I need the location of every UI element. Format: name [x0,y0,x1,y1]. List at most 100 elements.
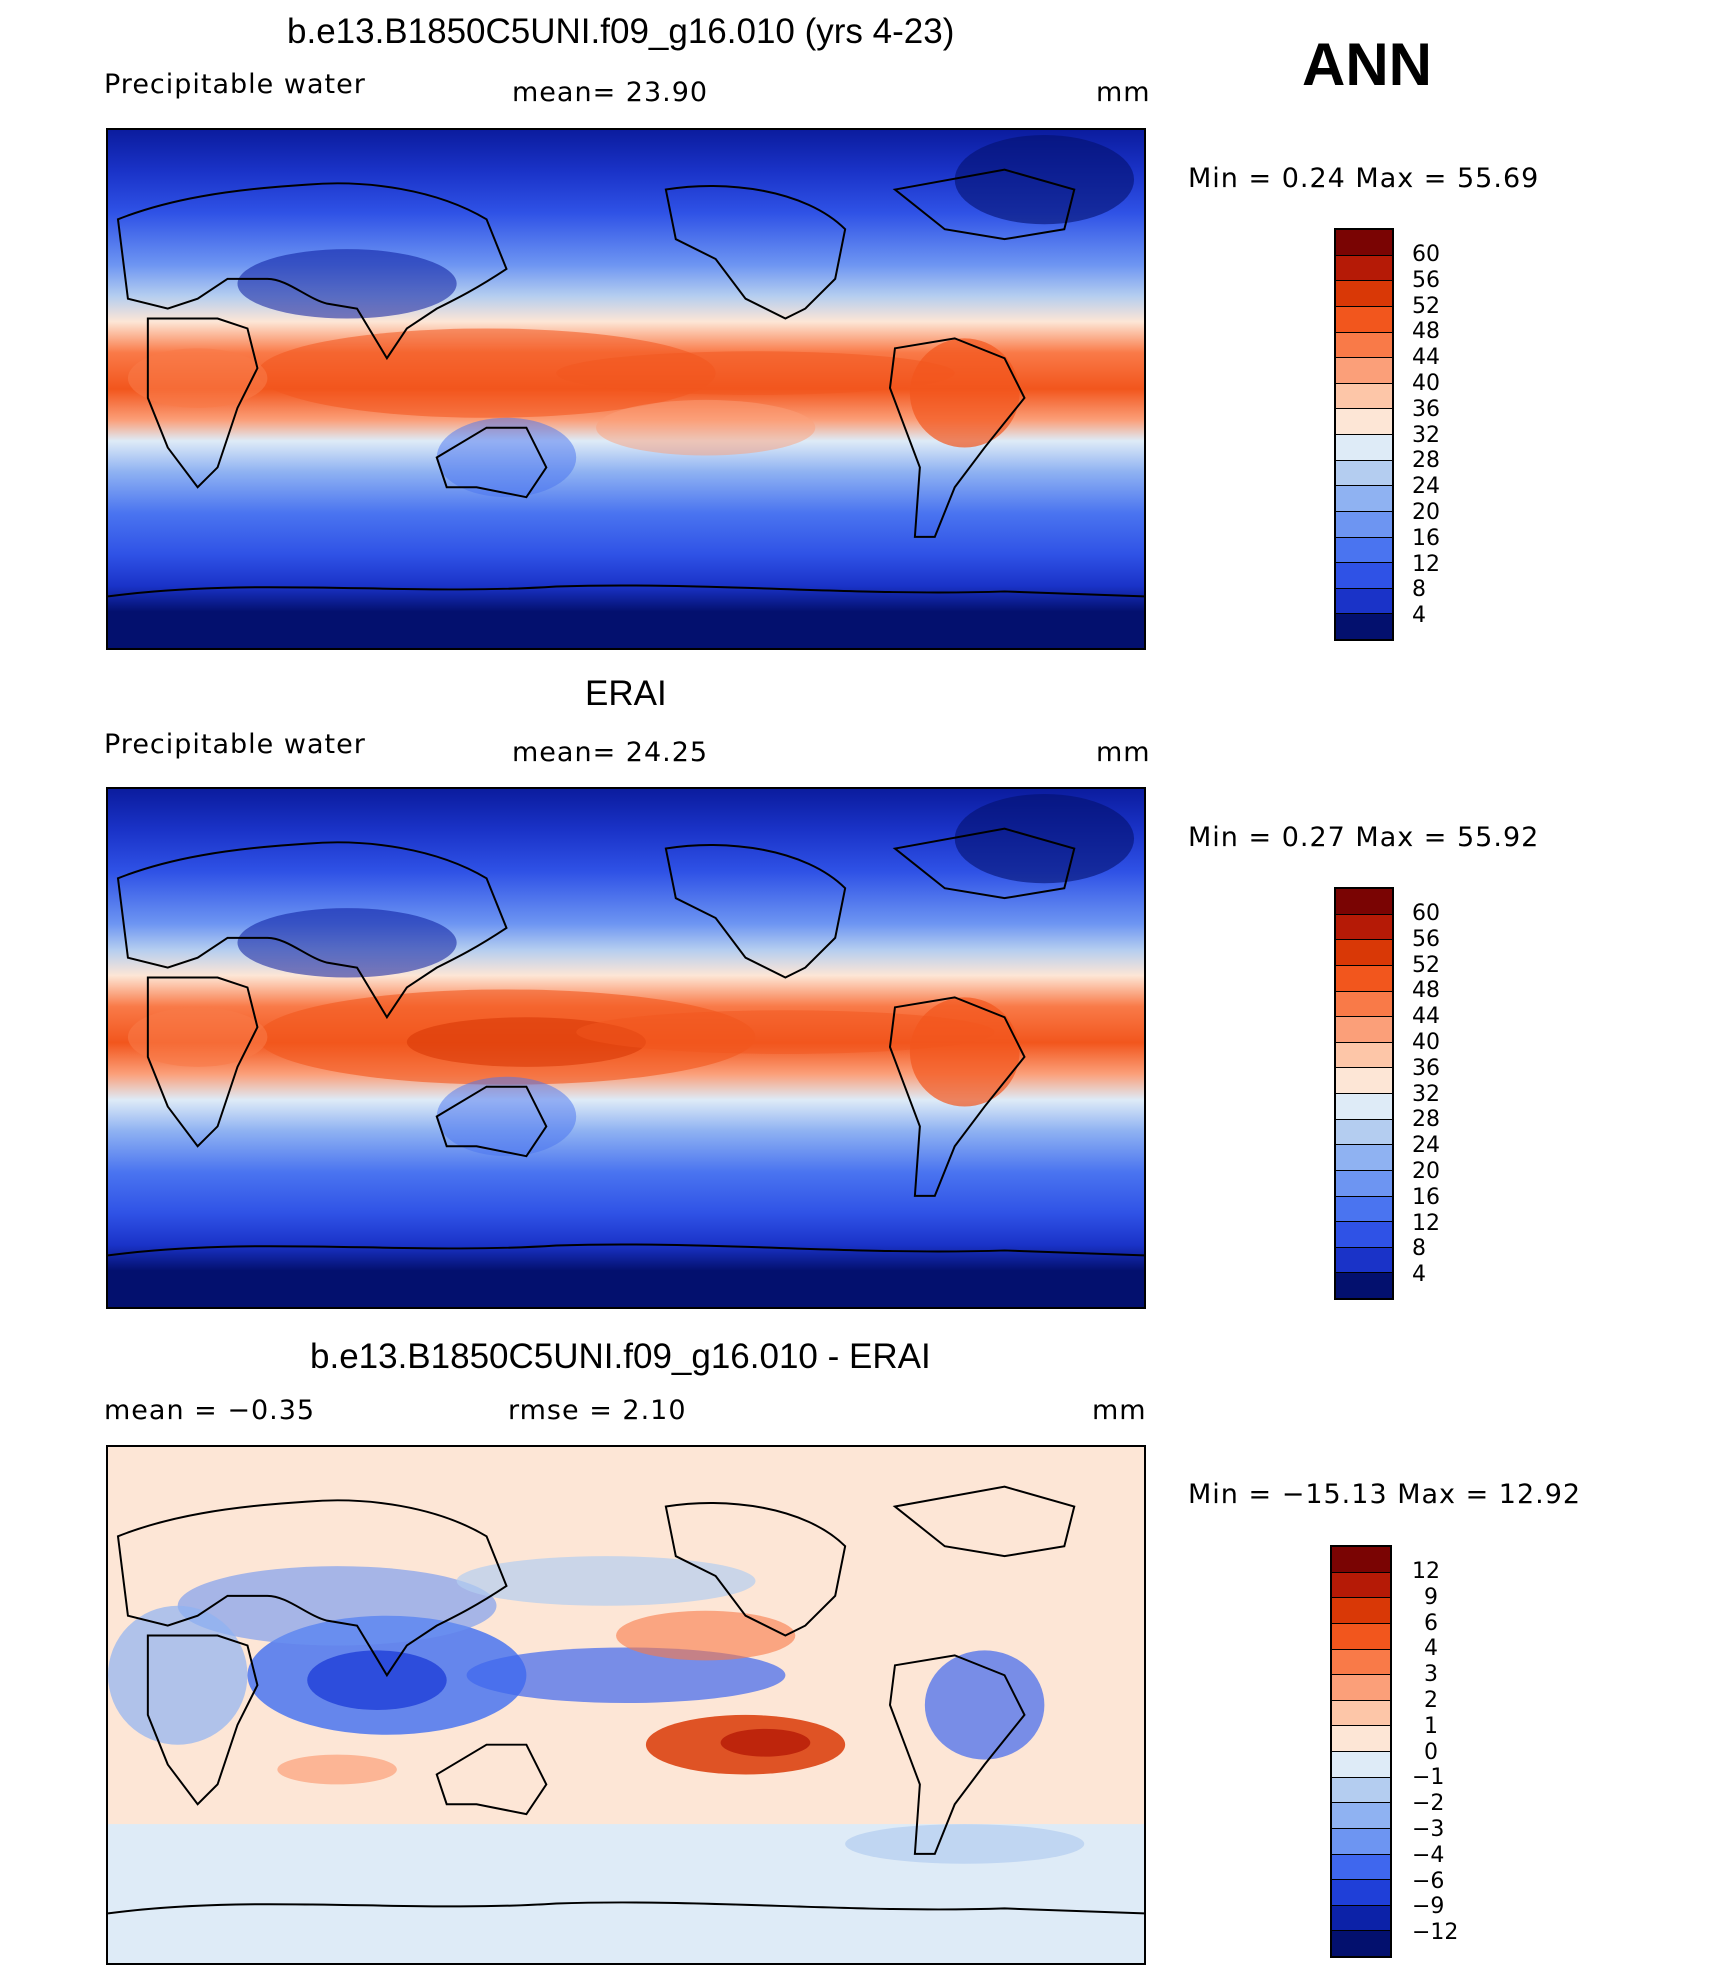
panel-1-cbar-label: 44 [1412,345,1440,371]
panel-2-cbar-seg [1336,1017,1392,1043]
panel-3-colorbar [1330,1545,1392,1958]
panel-3-units: mm [1092,1395,1147,1426]
panel-3-cbar-label: 4 [1424,1636,1438,1662]
panel-1-cbar-label: 12 [1412,551,1440,577]
panel-3-cbar-label: 9 [1424,1584,1438,1610]
panel-2-mean-label: mean= 24.25 [512,737,709,768]
panel-1-cbar-label: 60 [1412,242,1440,267]
panel-3-cbar-seg [1332,1572,1390,1599]
panel-2-cbar-label: 36 [1412,1055,1440,1081]
panel-3-cbar-label: 3 [1424,1662,1438,1688]
panel-1-cbar-seg [1336,281,1392,307]
panel-1-units: mm [1096,77,1151,108]
panel-2-cbar-label: 32 [1412,1081,1440,1107]
panel-1-cbar-label: 20 [1412,500,1440,525]
panel-3-cbar-seg [1332,1649,1390,1676]
panel-1-cbar-label: 48 [1412,319,1440,345]
panel-2-cbar-seg [1336,940,1392,966]
panel-2-cbar-seg [1336,1196,1392,1223]
panel-3-cbar-seg [1332,1700,1390,1727]
panel-1-variable-label: Precipitable water [104,69,366,100]
panel-3-cbar-seg [1332,1803,1390,1829]
panel-2-cbar-seg [1336,1222,1392,1248]
panel-3-cbar-label: −1 [1412,1765,1445,1791]
panel-3-cbar-label: 1 [1424,1713,1438,1739]
panel-1-cbar-label: 32 [1412,422,1440,448]
panel-2-cbar-label: 4 [1412,1262,1426,1288]
panel-2-cbar-seg [1336,889,1392,915]
panel-2-cbar-seg [1336,1273,1392,1298]
panel-2-cbar-label: 12 [1412,1210,1440,1236]
panel-3-cbar-label: 12 [1412,1559,1440,1584]
panel-3-cbar-seg [1332,1598,1390,1624]
panel-2-colorbar [1334,887,1394,1300]
panel-1-title: b.e13.B1850C5UNI.f09_g16.010 (yrs 4-23) [287,12,955,51]
panel-2-cbar-label: 16 [1412,1184,1440,1210]
panel-1-cbar-label: 40 [1412,371,1440,396]
panel-2-cbar-seg [1336,1170,1392,1197]
panel-3-title: b.e13.B1850C5UNI.f09_g16.010 - ERAI [310,1337,931,1376]
panel-2-cbar-label: 40 [1412,1030,1440,1055]
panel-2-variable-label: Precipitable water [104,729,366,760]
panel-1-cbar-seg [1336,332,1392,359]
panel-1-cbar-label: 4 [1412,603,1426,629]
panel-3-map [106,1445,1146,1965]
panel-2-cbar-seg [1336,1042,1392,1069]
panel-2-cbar-seg [1336,1068,1392,1094]
panel-3-minmax: Min = −15.13 Max = 12.92 [1188,1479,1582,1510]
panel-1-cbar-seg [1336,383,1392,410]
panel-3-cbar-label: −6 [1412,1868,1445,1894]
panel-2-units: mm [1096,737,1151,768]
panel-2-cbar-seg [1336,965,1392,992]
panel-1-cbar-seg [1336,563,1392,589]
panel-3-cbar-label: 6 [1424,1610,1438,1636]
panel-1-cbar-seg [1336,409,1392,435]
panel-1-cbar-label: 8 [1412,577,1426,603]
panel-2-cbar-label: 48 [1412,978,1440,1004]
panel-1-cbar-seg [1336,460,1392,487]
panel-3-cbar-seg [1332,1623,1390,1650]
panel-2-cbar-label: 20 [1412,1159,1440,1184]
panel-1-cbar-seg [1336,255,1392,282]
panel-1-cbar-seg [1336,537,1392,564]
panel-3-cbar-seg [1332,1726,1390,1752]
panel-1-cbar-label: 16 [1412,525,1440,551]
panel-3-mean-label: mean = −0.35 [104,1395,316,1426]
panel-3-cbar-seg [1332,1880,1390,1906]
panel-2-cbar-seg [1336,991,1392,1018]
panel-2-cbar-seg [1336,1119,1392,1146]
panel-1-cbar-seg [1336,306,1392,333]
panel-3-cbar-seg [1332,1752,1390,1778]
panel-1-cbar-seg [1336,511,1392,538]
panel-2-cbar-label: 8 [1412,1236,1426,1262]
panel-2-map [106,787,1146,1309]
panel-1-cbar-seg [1336,588,1392,615]
panel-3-cbar-seg [1332,1828,1390,1855]
panel-1-colorbar [1334,228,1394,641]
panel-2-cbar-label: 56 [1412,926,1440,952]
panel-3-cbar-label: −3 [1412,1817,1445,1842]
panel-1-cbar-label: 24 [1412,474,1440,500]
panel-3-cbar-seg [1332,1905,1390,1932]
panel-1-cbar-label: 28 [1412,448,1440,474]
panel-2-cbar-seg [1336,1094,1392,1120]
season-label: ANN [1302,31,1432,98]
panel-2-cbar-label: 52 [1412,952,1440,978]
panel-3-cbar-label: −9 [1412,1894,1445,1920]
panel-2-cbar-seg [1336,1145,1392,1171]
panel-1-cbar-label: 52 [1412,293,1440,319]
panel-2-cbar-seg [1336,914,1392,941]
panel-1-minmax: Min = 0.24 Max = 55.69 [1188,163,1540,194]
panel-1-cbar-label: 56 [1412,267,1440,293]
panel-1-cbar-seg [1336,358,1392,384]
panel-3-cbar-label: −4 [1412,1842,1445,1868]
panel-3-cbar-seg [1332,1854,1390,1881]
panel-1-mean-label: mean= 23.90 [512,77,709,108]
panel-1-cbar-seg [1336,230,1392,256]
panel-1-cbar-seg [1336,614,1392,639]
panel-2-minmax: Min = 0.27 Max = 55.92 [1188,822,1540,853]
panel-2-cbar-label: 28 [1412,1107,1440,1133]
panel-1-cbar-label: 36 [1412,396,1440,422]
panel-1-cbar-seg [1336,435,1392,461]
panel-3-cbar-seg [1332,1547,1390,1573]
